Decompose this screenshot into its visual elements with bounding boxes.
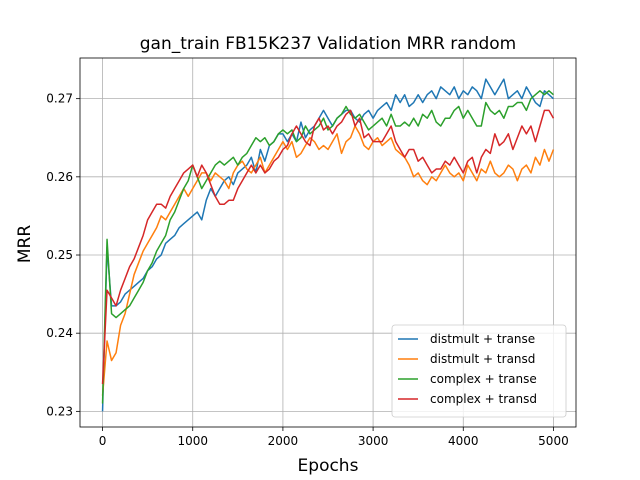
series-line-2 [101, 125, 555, 396]
series-line-4 [101, 109, 555, 385]
x-tick-label: 1000 [177, 434, 208, 448]
series-lines [101, 78, 555, 412]
y-tick-label: 0.26 [46, 170, 73, 184]
x-tick-label: 3000 [358, 434, 389, 448]
legend-label: distmult + transe [430, 332, 535, 346]
x-tick-label: 4000 [448, 434, 479, 448]
x-tick-label: 5000 [538, 434, 569, 448]
series-line-3 [101, 90, 554, 404]
legend-label: distmult + transd [430, 352, 535, 366]
y-tick-label: 0.25 [46, 248, 73, 262]
grid-lines [80, 58, 576, 427]
series-line-1 [101, 78, 554, 412]
y-tick-label: 0.23 [46, 404, 73, 418]
legend-box [391, 324, 567, 418]
legend-label: complex + transd [430, 392, 537, 406]
x-axis-ticks: 0 1000 2000 3000 4000 5000 [99, 427, 569, 448]
x-tick-label: 0 [99, 434, 107, 448]
x-axis-label: Epochs [298, 456, 359, 476]
y-axis-ticks: 0.23 0.24 0.25 0.26 0.27 [46, 92, 80, 418]
y-tick-label: 0.27 [46, 92, 73, 106]
chart-title: gan_train FB15K237 Validation MRR random [140, 34, 517, 54]
legend: distmult + transe distmult + transd comple… [391, 324, 567, 418]
y-tick-label: 0.24 [46, 326, 73, 340]
legend-label: complex + transe [430, 372, 537, 386]
x-tick-label: 2000 [268, 434, 299, 448]
plot-frame [79, 57, 577, 428]
y-axis-label: MRR [15, 225, 35, 263]
